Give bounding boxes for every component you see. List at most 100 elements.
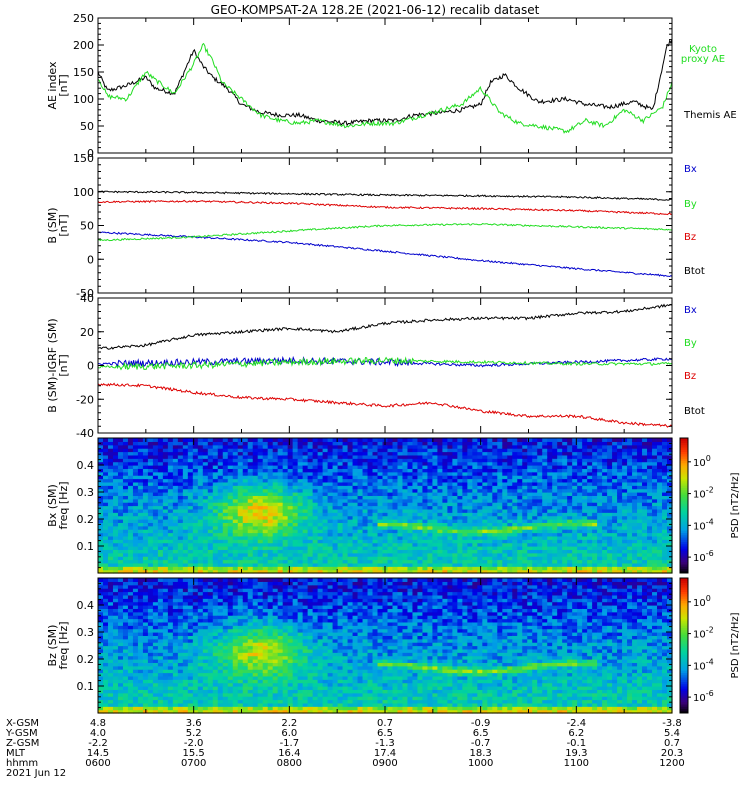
spectrogram-cell bbox=[172, 562, 179, 567]
spectrogram-cell bbox=[602, 444, 608, 449]
spectrogram-cell bbox=[282, 485, 289, 490]
spectrogram-cell bbox=[312, 478, 319, 483]
spectrogram-cell bbox=[362, 559, 369, 564]
spectrogram-cell bbox=[277, 492, 284, 496]
spectrogram-cell bbox=[332, 522, 339, 527]
spectrogram-cell bbox=[602, 488, 608, 493]
spectrogram-cell bbox=[117, 461, 124, 466]
spectrogram-cell bbox=[412, 559, 419, 564]
spectrogram-cell bbox=[187, 448, 194, 453]
spectrogram-cell bbox=[212, 532, 219, 537]
spectrogram-cell bbox=[177, 438, 184, 442]
spectrogram-cell bbox=[247, 481, 254, 486]
spectrogram-cell bbox=[337, 438, 344, 442]
spectrogram-cell bbox=[117, 488, 124, 493]
spectrogram-cell bbox=[622, 441, 628, 446]
spectrogram-cell bbox=[387, 438, 394, 442]
spectrogram-cell bbox=[482, 552, 488, 557]
spectrogram-cell bbox=[342, 478, 349, 483]
spectrogram-cell bbox=[507, 549, 513, 554]
spectrogram-cell bbox=[237, 525, 244, 530]
series-line-bx bbox=[98, 355, 672, 368]
spectrogram-cell bbox=[247, 488, 254, 493]
spectrogram-cell bbox=[647, 552, 653, 557]
spectrogram-cell bbox=[547, 498, 553, 503]
spectrogram-cell bbox=[612, 475, 618, 480]
spectrogram-cell bbox=[227, 444, 234, 449]
spectrogram-cell bbox=[127, 539, 134, 544]
spectrogram-cell bbox=[612, 552, 618, 557]
spectrogram-cell bbox=[622, 458, 628, 463]
spectrogram-cell bbox=[362, 465, 369, 469]
spectrogram-cell bbox=[562, 508, 568, 513]
spectrogram-cell bbox=[342, 468, 349, 473]
spectrogram-cell bbox=[212, 562, 219, 567]
spectrogram-cell bbox=[252, 485, 259, 490]
spectrogram-cell bbox=[197, 438, 204, 442]
spectrogram-cell bbox=[347, 441, 354, 446]
spectrogram-cell bbox=[442, 481, 448, 486]
spectrogram-cell bbox=[667, 488, 673, 493]
spectrogram-cell bbox=[577, 454, 583, 459]
spectrogram-cell bbox=[327, 481, 334, 486]
spectrogram-cell bbox=[427, 444, 434, 449]
spectrogram-cell bbox=[357, 562, 364, 567]
spectrogram-cell bbox=[282, 559, 289, 564]
spectrogram-cell bbox=[427, 495, 434, 500]
spectrogram-cell bbox=[182, 475, 189, 480]
spectrogram-cell bbox=[502, 468, 508, 473]
spectrogram-cell bbox=[337, 525, 344, 530]
spectrogram-cell bbox=[137, 485, 144, 490]
spectrogram-cell bbox=[657, 481, 663, 486]
spectrogram-cell bbox=[482, 451, 488, 456]
spectrogram-cell bbox=[642, 495, 648, 500]
spectrogram-cell bbox=[647, 512, 653, 517]
spectrogram-cell bbox=[477, 556, 483, 561]
spectrogram-cell bbox=[297, 475, 304, 480]
spectrogram-cell bbox=[467, 502, 473, 507]
spectrogram-cell bbox=[162, 559, 169, 564]
spectrogram-cell bbox=[377, 502, 384, 507]
spectrogram-cell bbox=[147, 488, 154, 493]
spectrogram-cell bbox=[507, 542, 513, 547]
spectrogram-cell bbox=[587, 525, 593, 530]
spectrogram-cell bbox=[442, 539, 448, 544]
spectrogram-cell bbox=[122, 546, 129, 550]
spectrogram-cell bbox=[502, 495, 508, 500]
spectrogram-cell bbox=[647, 522, 653, 527]
spectrogram-cell bbox=[357, 505, 364, 510]
spectrogram-cell bbox=[597, 529, 603, 534]
spectrogram-cell bbox=[582, 488, 588, 493]
spectrogram-cell bbox=[227, 478, 234, 483]
spectrogram-cell bbox=[167, 556, 174, 561]
spectrogram-cell bbox=[227, 451, 234, 456]
spectrogram-cell bbox=[167, 515, 174, 520]
spectrogram-cell bbox=[517, 529, 523, 534]
spectrogram-cell bbox=[312, 529, 319, 534]
spectrogram-cell bbox=[582, 481, 588, 486]
spectrogram-cell bbox=[182, 451, 189, 456]
spectrogram-cell bbox=[492, 546, 498, 550]
spectrogram-cell bbox=[377, 488, 384, 493]
spectrogram-cell bbox=[267, 552, 274, 557]
spectrogram-cell bbox=[557, 444, 563, 449]
spectrogram-cell bbox=[557, 454, 563, 459]
spectrogram-cell bbox=[602, 532, 608, 537]
spectrogram-cell bbox=[232, 475, 239, 480]
spectrogram-cell bbox=[137, 488, 144, 493]
spectrogram-cell bbox=[312, 508, 319, 513]
spectrogram-cell bbox=[492, 539, 498, 544]
spectrogram-cell bbox=[317, 438, 324, 442]
spectrogram-cell bbox=[112, 495, 119, 500]
spectrogram-cell bbox=[422, 468, 429, 473]
spectrogram-cell bbox=[122, 535, 129, 540]
spectrogram-cell bbox=[187, 559, 194, 564]
spectrogram-cell bbox=[237, 559, 244, 564]
spectrogram-cell bbox=[222, 454, 229, 459]
spectrogram-cell bbox=[552, 532, 558, 537]
spectrogram-cell bbox=[427, 505, 434, 510]
spectrogram-cell bbox=[137, 546, 144, 550]
spectrogram-cell bbox=[537, 465, 543, 469]
spectrogram-cell bbox=[287, 566, 294, 571]
spectrogram-cell bbox=[667, 519, 673, 523]
